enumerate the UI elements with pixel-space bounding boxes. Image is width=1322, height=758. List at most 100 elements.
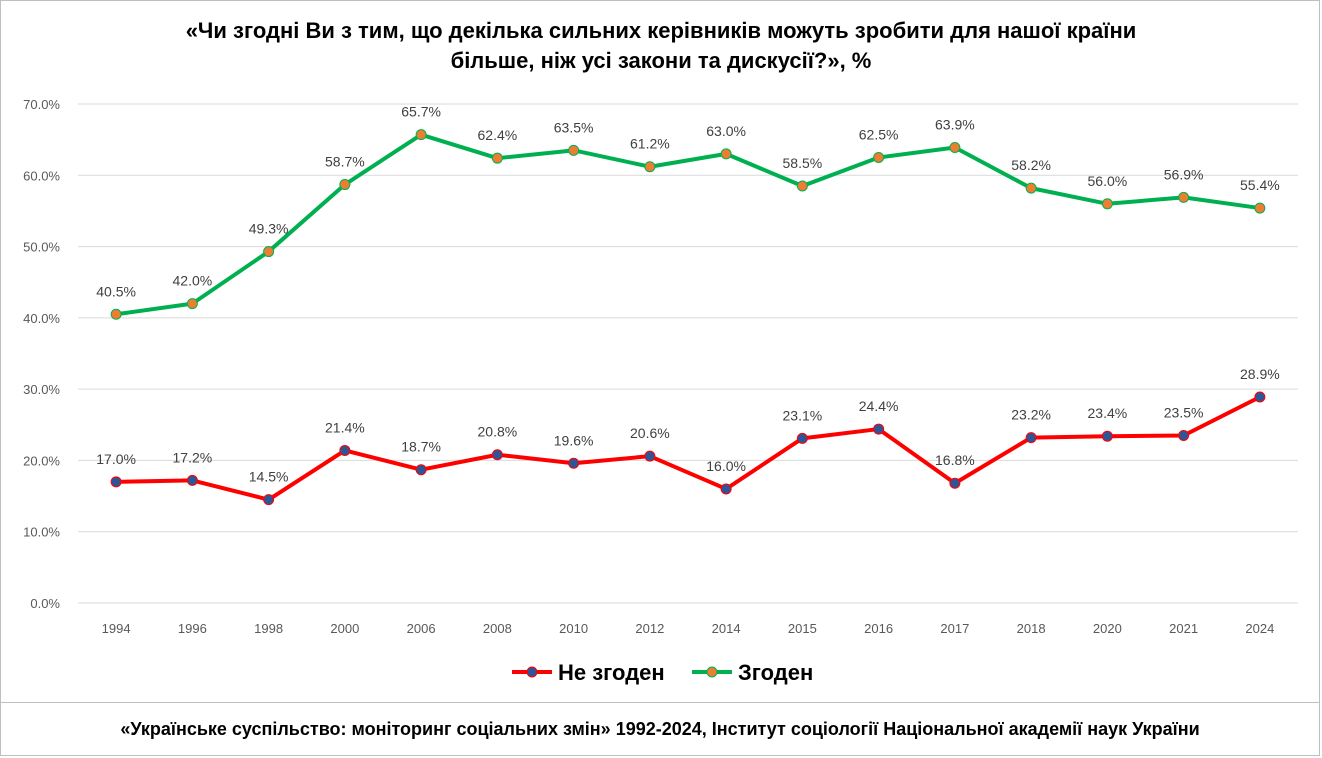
data-point-disagree <box>491 449 503 461</box>
data-point-agree <box>491 152 503 164</box>
y-axis-ticks: 0.0% 10.0% 20.0% 30.0% 40.0% 50.0% 60.0% 70.0% <box>23 97 60 611</box>
legend-item-disagree: Не згоден <box>512 660 665 685</box>
data-point-disagree <box>1178 429 1190 441</box>
data-point-disagree <box>949 477 961 489</box>
series-line-disagree <box>116 395 1261 502</box>
data-point-agree <box>644 161 656 173</box>
data-point-disagree <box>186 474 198 486</box>
data-label-agree: 65.7% <box>401 104 441 120</box>
data-label-agree: 40.5% <box>96 283 136 299</box>
data-point-disagree <box>796 432 808 444</box>
data-label-disagree: 23.4% <box>1088 405 1128 421</box>
data-label-disagree: 17.0% <box>96 451 136 467</box>
data-point-agree <box>568 144 580 156</box>
data-point-agree <box>1101 198 1113 210</box>
data-point-agree <box>263 246 275 258</box>
data-label-disagree: 17.2% <box>173 449 213 465</box>
data-label-disagree: 20.8% <box>478 424 518 440</box>
data-label-disagree: 23.2% <box>1011 407 1051 423</box>
data-point-agree <box>1025 182 1037 194</box>
data-label-agree: 56.9% <box>1164 166 1204 182</box>
data-label-agree: 56.0% <box>1088 173 1128 189</box>
data-label-disagree: 28.9% <box>1240 366 1280 382</box>
y-tick-label: 10.0% <box>23 525 60 540</box>
data-point-agree <box>796 180 808 192</box>
data-point-disagree <box>263 494 275 506</box>
data-point-agree <box>949 141 961 153</box>
legend-label-disagree: Не згоден <box>558 660 665 685</box>
data-point-agree <box>720 148 732 160</box>
data-label-disagree: 20.6% <box>630 425 670 441</box>
y-tick-label: 30.0% <box>23 382 60 397</box>
series-line-agree <box>115 132 1261 317</box>
data-label-disagree: 16.8% <box>935 452 975 468</box>
data-label-agree: 63.5% <box>554 119 594 135</box>
x-tick-label: 1996 <box>178 621 207 636</box>
data-label-disagree: 23.5% <box>1164 404 1204 420</box>
data-label-disagree: 16.0% <box>706 458 746 474</box>
x-axis-ticks: 1994 1996 1998 2000 2006 2008 2010 2012 2014 2015… <box>102 621 1275 636</box>
data-point-agree <box>1178 191 1190 203</box>
data-point-disagree <box>110 476 122 488</box>
x-tick-label: 1998 <box>254 621 283 636</box>
y-tick-label: 50.0% <box>23 240 60 255</box>
legend-marker-agree <box>706 666 718 678</box>
y-tick-label: 40.0% <box>23 311 60 326</box>
x-tick-label: 2014 <box>712 621 741 636</box>
data-point-agree <box>873 151 885 163</box>
series-disagree: 17.0% 17.2% 14.5% 21.4% 18.7% 20.8% 19.6% 20.6%… <box>96 366 1280 506</box>
x-tick-label: 2015 <box>788 621 817 636</box>
data-label-agree: 58.5% <box>783 155 823 171</box>
x-tick-label: 2010 <box>559 621 588 636</box>
y-tick-label: 0.0% <box>30 596 60 611</box>
data-point-disagree <box>415 464 427 476</box>
x-tick-label: 2021 <box>1169 621 1198 636</box>
data-label-agree: 55.4% <box>1240 177 1280 193</box>
y-tick-label: 70.0% <box>23 97 60 112</box>
data-point-disagree <box>720 483 732 495</box>
series-agree: 40.5% 42.0% 49.3% 58.7% 65.7% 62.4% 63.5% 61.2%… <box>96 104 1280 320</box>
chart-title: «Чи згодні Ви з тим, що декілька сильних… <box>0 16 1322 76</box>
x-tick-label: 2017 <box>940 621 969 636</box>
data-label-agree: 63.0% <box>706 123 746 139</box>
data-point-agree <box>339 179 351 191</box>
data-point-disagree <box>1254 391 1266 403</box>
data-label-disagree: 23.1% <box>783 407 823 423</box>
data-label-agree: 62.5% <box>859 126 899 142</box>
data-point-agree <box>110 308 122 320</box>
data-label-agree: 61.2% <box>630 136 670 152</box>
legend-label-agree: Згоден <box>738 660 813 685</box>
data-label-agree: 49.3% <box>249 221 289 237</box>
legend-item-agree: Згоден <box>692 660 813 685</box>
chart-title-line-1: «Чи згодні Ви з тим, що декілька сильних… <box>185 18 1137 43</box>
x-tick-label: 1994 <box>102 621 131 636</box>
line-chart: 0.0%10.0%20.0%30.0%40.0%50.0%60.0%70.0% … <box>23 97 1298 685</box>
data-label-disagree: 19.6% <box>554 432 594 448</box>
data-label-agree: 42.0% <box>173 273 213 289</box>
data-point-agree <box>186 298 198 310</box>
data-point-agree <box>415 129 427 141</box>
data-label-disagree: 24.4% <box>859 398 899 414</box>
data-label-agree: 62.4% <box>478 127 518 143</box>
y-tick-label: 60.0% <box>23 168 60 183</box>
data-label-agree: 63.9% <box>935 116 975 132</box>
data-label-disagree: 14.5% <box>249 469 289 485</box>
data-point-disagree <box>568 457 580 469</box>
x-tick-label: 2016 <box>864 621 893 636</box>
chart-title-line-2: більше, ніж усі закони та дискусії?», % <box>450 48 872 73</box>
data-label-agree: 58.7% <box>325 154 365 170</box>
legend-marker-disagree <box>526 666 538 678</box>
data-point-disagree <box>873 423 885 435</box>
legend: Не згоден Згоден <box>512 660 813 685</box>
x-tick-label: 2008 <box>483 621 512 636</box>
x-tick-label: 2006 <box>407 621 436 636</box>
data-point-disagree <box>1025 432 1037 444</box>
x-tick-label: 2020 <box>1093 621 1122 636</box>
x-tick-label: 2018 <box>1017 621 1046 636</box>
data-point-disagree <box>644 450 656 462</box>
gridlines <box>78 103 1298 604</box>
data-point-disagree <box>1101 430 1113 442</box>
data-point-agree <box>1254 202 1266 214</box>
data-point-disagree <box>339 444 351 456</box>
